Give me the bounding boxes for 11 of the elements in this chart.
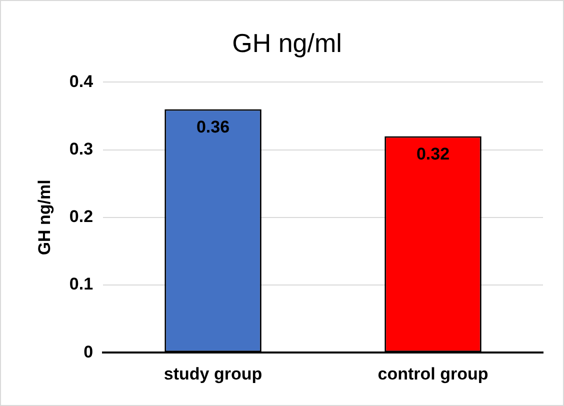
data-label: 0.36 xyxy=(196,117,230,136)
y-axis-title: GH ng/ml xyxy=(34,180,54,256)
x-tick-label: control group xyxy=(378,364,488,384)
y-tick-label: 0.3 xyxy=(69,139,94,158)
y-tick-label: 0.4 xyxy=(69,72,94,91)
data-label: 0.32 xyxy=(416,144,450,164)
y-tick-label: 0.2 xyxy=(69,207,94,226)
x-tick-label: study group xyxy=(164,364,262,384)
y-tick-label: 0 xyxy=(84,342,94,362)
chart-title: GH ng/ml xyxy=(232,28,342,58)
y-tick-label: 0.1 xyxy=(69,274,94,294)
